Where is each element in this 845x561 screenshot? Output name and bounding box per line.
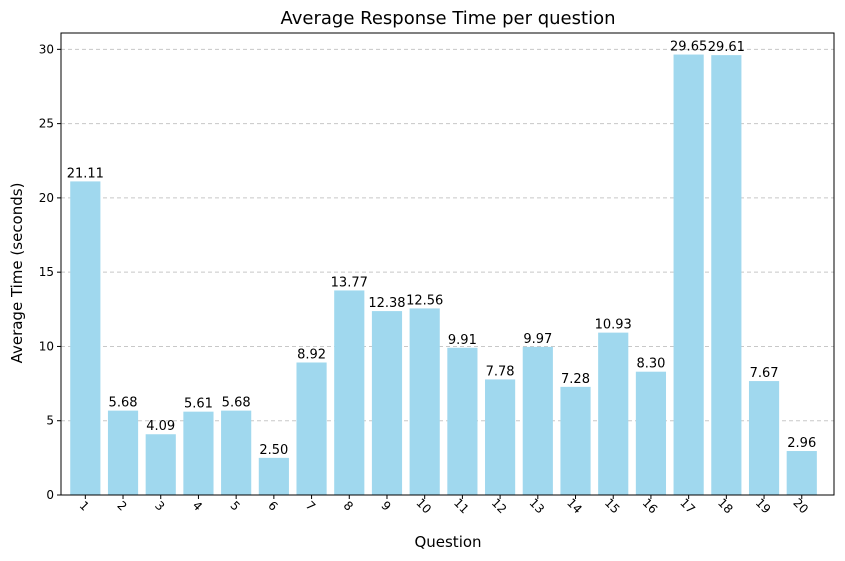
y-axis-ticks: 0 5 10 15 20 25 30 [39, 42, 61, 502]
data-label: 21.11 [67, 166, 104, 181]
bar [70, 181, 101, 496]
bar [522, 346, 553, 495]
x-tick-label: 7 [303, 498, 318, 513]
x-tick-label: 10 [413, 496, 434, 517]
bar [145, 434, 176, 495]
x-tick-label: 3 [152, 498, 167, 513]
x-tick-label: 20 [790, 496, 811, 517]
bar [371, 311, 403, 495]
data-label: 12.38 [368, 296, 405, 311]
axes-spines [60, 32, 835, 496]
x-tick-label: 2 [114, 498, 129, 513]
bar [183, 411, 214, 495]
y-tick-label: 15 [39, 265, 54, 279]
x-axis-title: Question [414, 533, 481, 551]
y-tick-label: 10 [39, 339, 54, 353]
y-axis-title: Average Time (seconds) [8, 183, 26, 364]
data-label: 29.65 [670, 40, 707, 55]
x-tick-label: 13 [526, 496, 547, 517]
bar [673, 54, 704, 495]
bar [711, 55, 742, 496]
data-label: 12.56 [406, 293, 443, 308]
x-tick-label: 19 [753, 496, 774, 517]
y-tick-label: 0 [46, 488, 54, 502]
data-label: 5.68 [222, 396, 251, 411]
gridlines [61, 48, 834, 422]
x-tick-label: 16 [640, 496, 661, 517]
x-tick-label: 18 [715, 496, 736, 517]
data-label: 7.28 [561, 372, 590, 387]
x-tick-label: 9 [378, 498, 393, 513]
data-label: 4.09 [146, 419, 175, 434]
x-tick-label: 6 [265, 498, 280, 513]
chart-title: Average Response Time per question [281, 8, 616, 29]
x-tick-label: 1 [77, 498, 92, 513]
y-tick-label: 30 [39, 42, 54, 56]
x-axis-ticks: 1 2 3 4 5 6 7 8 9 10 11 12 13 14 15 16 17 18 19 20 [77, 495, 811, 516]
data-label: 2.96 [787, 436, 816, 451]
bars [70, 54, 817, 496]
bar [748, 381, 780, 495]
x-tick-label: 4 [190, 498, 205, 513]
bar [598, 332, 629, 495]
bar [635, 371, 667, 495]
x-tick-label: 14 [564, 496, 585, 517]
bar [296, 362, 327, 495]
bar [560, 386, 591, 495]
bar [258, 457, 289, 495]
data-label: 13.77 [331, 275, 368, 290]
data-label: 5.61 [184, 397, 213, 412]
data-label: 10.93 [595, 318, 632, 333]
x-tick-label: 8 [341, 498, 356, 513]
data-label: 2.50 [259, 443, 288, 458]
data-label: 29.61 [708, 40, 745, 55]
plot-frame [60, 32, 835, 496]
y-tick-label: 20 [39, 191, 54, 205]
data-label: 9.97 [523, 332, 552, 347]
x-tick-label: 12 [489, 496, 510, 517]
x-tick-label: 17 [677, 496, 698, 517]
data-label: 8.30 [636, 357, 665, 372]
data-label: 5.68 [109, 396, 138, 411]
data-label: 7.78 [486, 364, 515, 379]
bar [485, 379, 516, 495]
x-tick-label: 11 [451, 496, 472, 517]
y-tick-label: 25 [39, 117, 54, 131]
data-label: 8.92 [297, 347, 326, 362]
x-tick-label: 15 [602, 496, 623, 517]
y-tick-label: 5 [46, 414, 54, 428]
bar [786, 451, 817, 495]
bar [221, 410, 252, 495]
data-label: 7.67 [750, 366, 779, 381]
bar [334, 290, 365, 495]
bar [447, 347, 478, 495]
data-label: 9.91 [448, 333, 477, 348]
bar [107, 410, 139, 495]
x-tick-label: 5 [227, 498, 242, 513]
bar [409, 308, 440, 495]
